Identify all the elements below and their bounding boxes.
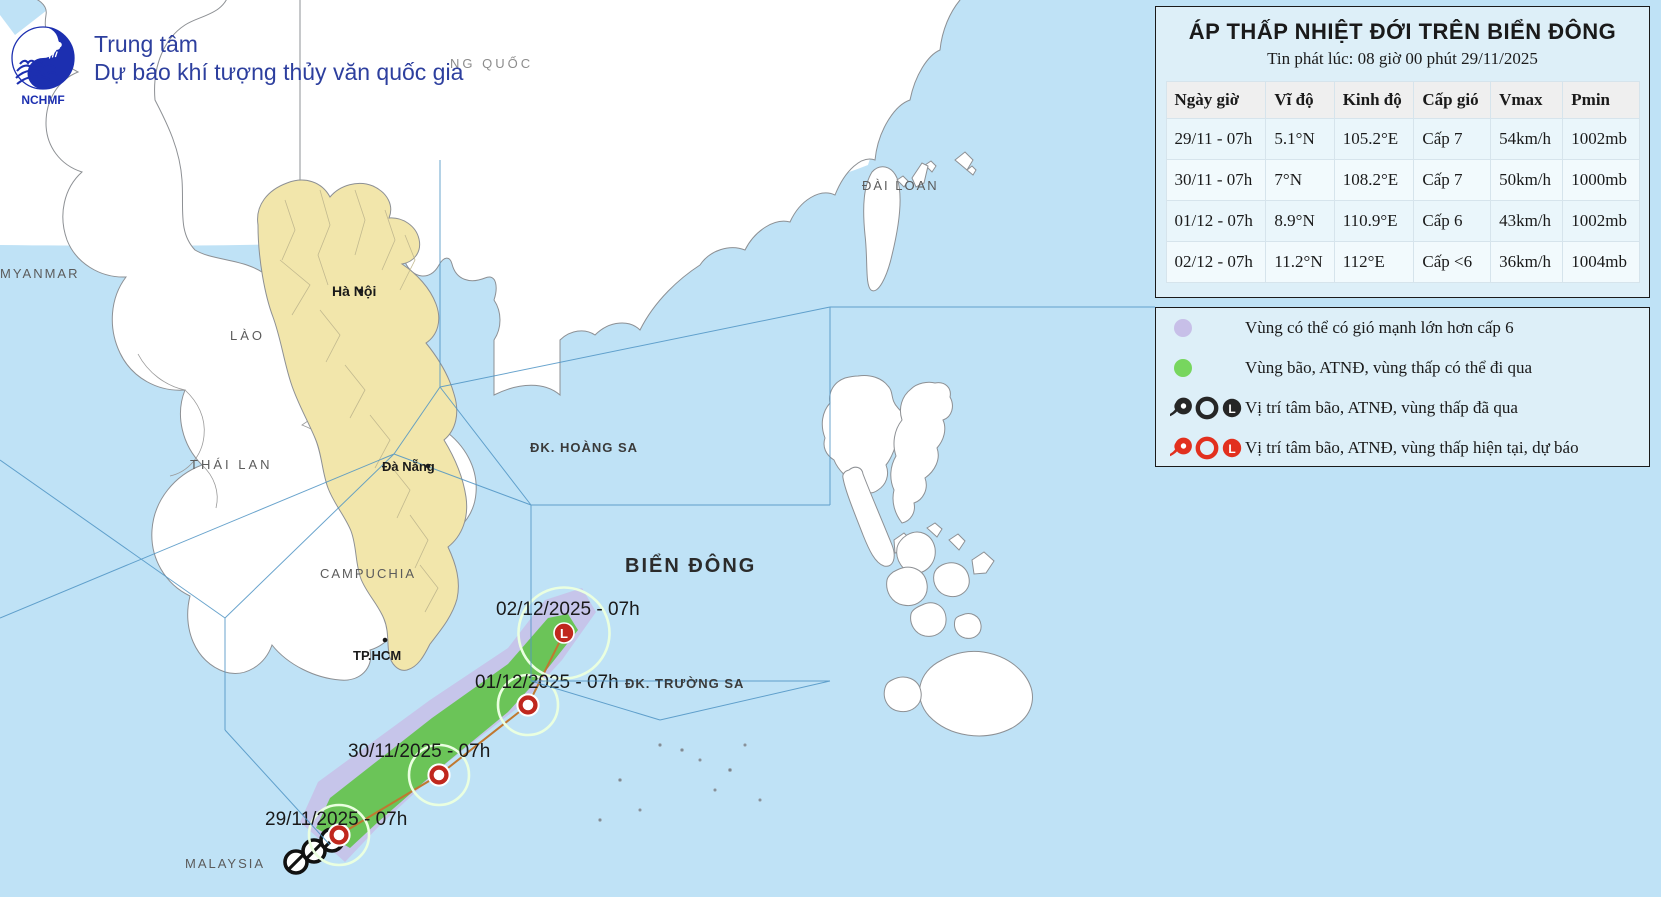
svg-text:Trung tâm: Trung tâm xyxy=(94,31,198,57)
svg-text:CAMPUCHIA: CAMPUCHIA xyxy=(320,566,416,581)
svg-text:MALAYSIA: MALAYSIA xyxy=(185,856,265,871)
svg-text:BIỂN ĐÔNG: BIỂN ĐÔNG xyxy=(625,553,756,577)
svg-text:Hà Nội: Hà Nội xyxy=(332,283,376,299)
svg-text:MYANMAR: MYANMAR xyxy=(0,266,79,281)
svg-text:01/12/2025 - 07h: 01/12/2025 - 07h xyxy=(475,672,619,693)
svg-text:ĐK. HOÀNG SA: ĐK. HOÀNG SA xyxy=(530,440,638,455)
svg-text:L: L xyxy=(1228,402,1235,416)
svg-text:LÀO: LÀO xyxy=(230,328,265,343)
svg-text:Dự báo khí tượng thủy văn quốc: Dự báo khí tượng thủy văn quốc gia xyxy=(94,59,464,85)
svg-text:02/12/2025 - 07h: 02/12/2025 - 07h xyxy=(496,599,640,620)
svg-text:L: L xyxy=(1228,442,1235,456)
svg-text:ĐK. TRƯỜNG SA: ĐK. TRƯỜNG SA xyxy=(625,676,744,691)
svg-text:L: L xyxy=(560,626,568,641)
svg-text:THÁI LAN: THÁI LAN xyxy=(190,457,273,472)
svg-text:NCHMF: NCHMF xyxy=(21,93,64,107)
svg-text:TP.HCM: TP.HCM xyxy=(353,648,401,663)
svg-text:30/11/2025 - 07h: 30/11/2025 - 07h xyxy=(348,741,490,762)
svg-text:ĐÀI LOAN: ĐÀI LOAN xyxy=(862,178,939,193)
svg-text:29/11/2025 - 07h: 29/11/2025 - 07h xyxy=(265,809,407,830)
